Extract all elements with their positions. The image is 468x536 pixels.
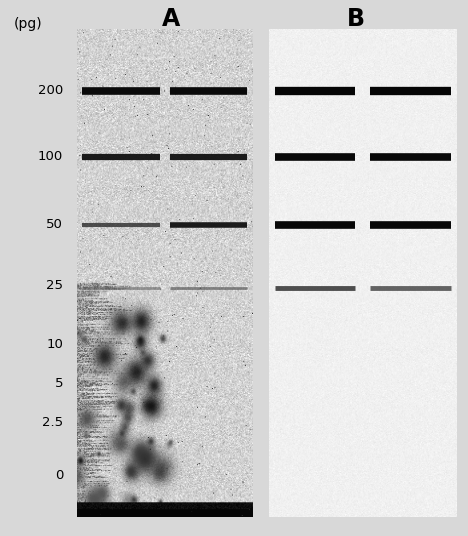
Text: 2.5: 2.5: [42, 415, 63, 429]
Text: 10: 10: [46, 338, 63, 351]
Text: B: B: [347, 7, 365, 31]
Text: (pg): (pg): [14, 17, 43, 31]
Text: 5: 5: [55, 377, 63, 390]
Text: 25: 25: [46, 279, 63, 292]
Text: 0: 0: [55, 470, 63, 482]
Text: 200: 200: [38, 84, 63, 97]
Text: 100: 100: [38, 150, 63, 163]
Text: A: A: [162, 7, 180, 31]
Text: 50: 50: [46, 218, 63, 231]
